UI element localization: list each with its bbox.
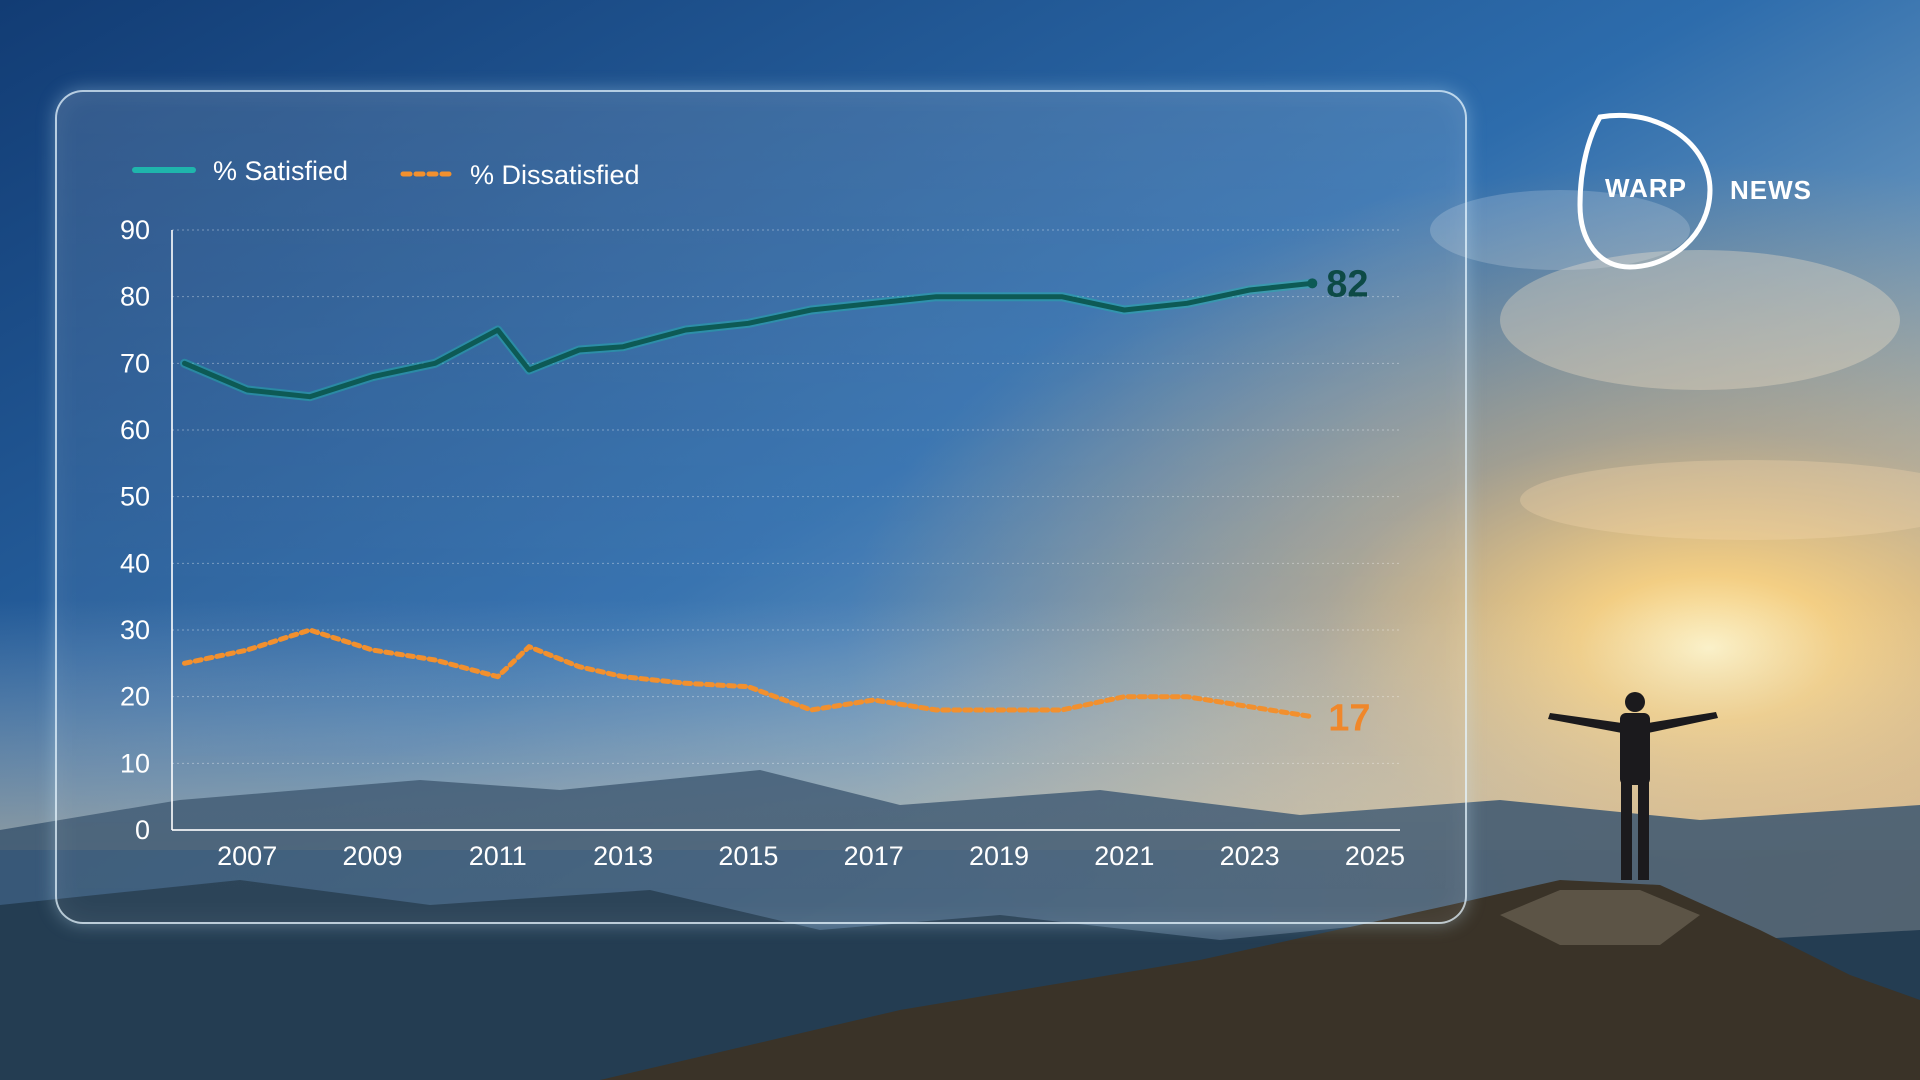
x-tick-label: 2017 (844, 841, 904, 871)
y-tick-label: 0 (135, 815, 150, 845)
x-tick-label: 2009 (342, 841, 402, 871)
logo-left-word: WARP (1605, 173, 1687, 203)
y-tick-label: 20 (120, 682, 150, 712)
legend-dissatisfied-label: % Dissatisfied (470, 160, 640, 190)
y-tick-label: 60 (120, 415, 150, 445)
y-tick-label: 30 (120, 615, 150, 645)
logo-circle-icon (1577, 113, 1713, 270)
y-tick-label: 80 (120, 282, 150, 312)
x-tick-label: 2025 (1345, 841, 1405, 871)
y-tick-label: 40 (120, 548, 150, 578)
y-tick-label: 70 (120, 348, 150, 378)
logo-right-word: NEWS (1730, 175, 1812, 205)
person-silhouette (1548, 692, 1718, 880)
x-tick-label: 2023 (1220, 841, 1280, 871)
legend-satisfied-label: % Satisfied (213, 156, 348, 186)
series-satisfied-end-point (1307, 278, 1318, 289)
warp-news-logo: WARP NEWS (1570, 105, 1820, 275)
x-tick-label: 2019 (969, 841, 1029, 871)
x-tick-label: 2021 (1094, 841, 1154, 871)
chart-panel (55, 90, 1467, 924)
y-tick-label: 50 (120, 482, 150, 512)
x-tick-label: 2007 (217, 841, 277, 871)
series-satisfied-end-label: 82 (1326, 263, 1368, 305)
series-dissatisfied-line (182, 627, 1315, 720)
x-tick-label: 2015 (718, 841, 778, 871)
series-satisfied-glow (180, 278, 1317, 402)
y-tick-label: 10 (120, 748, 150, 778)
x-tick-label: 2011 (469, 841, 527, 871)
y-tick-label: 90 (120, 215, 150, 245)
x-tick-label: 2013 (593, 841, 653, 871)
series-dissatisfied-end-label: 17 (1328, 698, 1370, 740)
series-satisfied-line (182, 280, 1315, 400)
